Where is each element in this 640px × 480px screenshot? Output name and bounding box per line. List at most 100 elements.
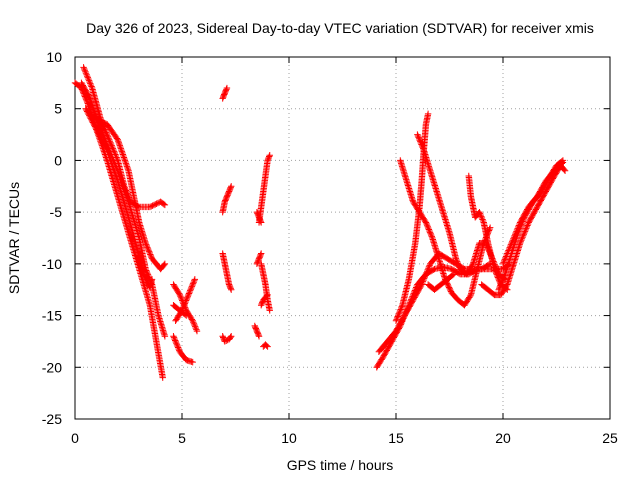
data-point	[492, 270, 500, 277]
data-point	[500, 259, 507, 266]
data-point	[118, 146, 125, 154]
data-point	[453, 256, 460, 264]
data-point	[108, 142, 115, 149]
data-point	[396, 309, 403, 316]
data-point	[142, 239, 149, 247]
data-point	[221, 338, 228, 345]
data-point	[185, 290, 193, 297]
data-point	[103, 130, 110, 138]
data-point	[515, 223, 522, 231]
data-point	[106, 138, 114, 145]
data-point	[175, 290, 183, 297]
data-point	[450, 271, 457, 278]
data-point	[422, 219, 430, 226]
data-point	[159, 374, 166, 381]
data-point	[105, 152, 113, 160]
data-point	[145, 248, 153, 255]
data-point	[177, 294, 185, 301]
data-point	[510, 235, 517, 242]
data-point	[266, 307, 273, 314]
data-point	[179, 304, 187, 311]
data-point	[101, 126, 109, 133]
data-point	[524, 222, 531, 229]
data-point	[523, 225, 530, 232]
data-point	[112, 170, 119, 177]
data-point	[109, 143, 116, 151]
data-point	[425, 226, 433, 233]
data-point	[189, 358, 196, 366]
data-point	[110, 148, 118, 155]
data-point	[227, 285, 234, 292]
data-point	[455, 262, 463, 270]
data-point	[425, 265, 432, 272]
data-point	[263, 292, 270, 300]
data-point	[114, 176, 121, 183]
data-point	[140, 271, 147, 278]
data-point	[478, 214, 486, 222]
data-point	[422, 272, 429, 279]
data-point	[91, 122, 98, 129]
data-point	[479, 217, 487, 225]
data-point	[143, 241, 150, 248]
data-point	[81, 67, 88, 74]
data-point	[85, 111, 92, 118]
data-point	[183, 312, 190, 319]
data-point	[146, 203, 154, 211]
data-point	[420, 275, 428, 282]
data-point	[255, 333, 263, 340]
data-point	[497, 282, 504, 289]
data-point	[523, 223, 531, 231]
data-point	[174, 342, 181, 350]
y-tick-label: -15	[42, 308, 62, 324]
data-point	[188, 284, 195, 292]
data-point	[149, 202, 156, 209]
data-point	[101, 142, 109, 150]
data-point	[428, 233, 435, 240]
series-arc11	[219, 183, 235, 216]
data-point	[99, 119, 107, 126]
data-point	[511, 232, 518, 239]
data-point	[486, 225, 493, 233]
data-point	[418, 142, 426, 150]
data-point	[170, 334, 178, 341]
data-point	[190, 278, 197, 286]
axis-ticks: 0 5 10 15 20 25 -25 -20 -15 -10 -5 0 5 10	[42, 49, 618, 446]
data-point	[104, 148, 111, 155]
data-point	[85, 75, 92, 83]
y-tick-label: -20	[42, 359, 62, 375]
data-point	[144, 245, 152, 253]
data-point	[102, 129, 110, 136]
data-point	[519, 234, 526, 241]
data-point	[124, 166, 132, 173]
data-point	[124, 164, 131, 172]
data-point	[100, 139, 107, 147]
data-point	[422, 271, 430, 278]
data-point	[113, 174, 120, 182]
data-point	[143, 268, 150, 276]
data-point	[90, 120, 97, 128]
data-point	[453, 258, 461, 265]
data-point	[170, 333, 177, 340]
data-point	[95, 117, 103, 124]
data-point	[191, 321, 198, 329]
data-point	[416, 137, 423, 144]
data-point	[514, 225, 521, 232]
data-point	[161, 260, 169, 268]
data-point	[105, 151, 112, 158]
data-point	[191, 277, 198, 284]
data-point	[508, 238, 516, 245]
data-point	[113, 135, 121, 142]
data-point	[94, 116, 101, 123]
data-point	[123, 188, 130, 196]
data-point	[507, 242, 514, 250]
data-point	[423, 220, 430, 228]
data-point	[516, 220, 523, 228]
series-arc12	[219, 250, 235, 293]
data-point	[111, 167, 118, 174]
data-point	[426, 229, 434, 236]
data-point	[150, 201, 158, 209]
data-point	[122, 160, 130, 167]
data-point	[392, 317, 400, 324]
data-point	[449, 271, 456, 279]
data-point	[101, 119, 108, 127]
